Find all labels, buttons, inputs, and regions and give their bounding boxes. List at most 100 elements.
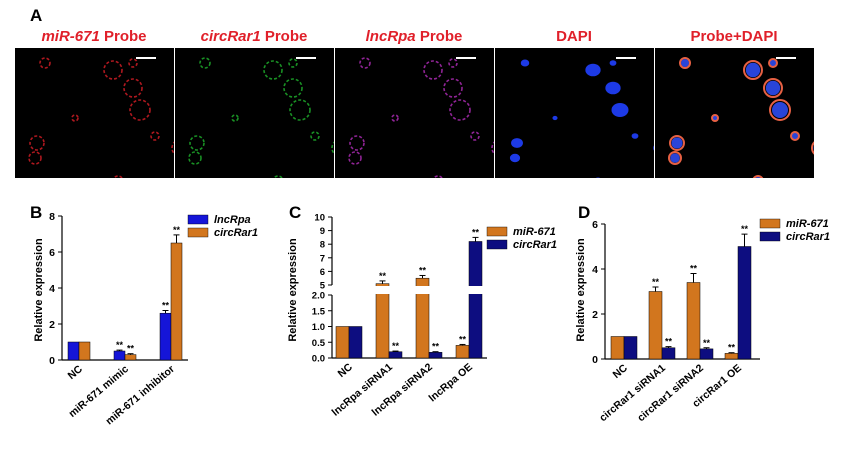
cell-1: [103, 60, 123, 80]
x-tick-label: NC: [611, 362, 631, 381]
cell-11: [609, 60, 617, 66]
bar-circRar1-1: [124, 354, 137, 361]
legend-swatch-circRar1: [486, 239, 508, 250]
bar-miR-671-1: [648, 291, 663, 360]
bar-circRar1-1: [388, 351, 403, 359]
significance-mark: **: [432, 342, 440, 352]
micrograph-title-3: lncRpa Probe: [365, 28, 463, 45]
y-axis-label: Relative expression: [33, 238, 45, 342]
y-tick-label: 6: [592, 219, 598, 231]
bar-miR-671-1: [375, 283, 390, 359]
cell-12: [231, 114, 239, 122]
bar-circRar1-2: [699, 348, 714, 360]
bar-circRar1-2: [170, 242, 183, 361]
significance-mark: **: [690, 264, 698, 274]
micrograph-5: [655, 48, 814, 178]
significance-mark: **: [472, 227, 480, 237]
cell-2: [605, 81, 621, 95]
significance-mark: **: [703, 338, 711, 348]
bar-circRar1-0: [623, 336, 638, 360]
bar-miR-671-2: [686, 282, 701, 360]
significance-mark: **: [741, 224, 749, 234]
y-axis-label: Relative expression: [287, 238, 299, 342]
y-tick-label: 6: [49, 247, 55, 259]
cell-1: [263, 60, 283, 80]
cell-2: [443, 78, 463, 98]
cell-3: [611, 103, 629, 117]
cell-5: [28, 151, 42, 165]
bar-circRar1-2: [428, 352, 443, 359]
cell-9: [631, 133, 639, 139]
cell-8: [679, 57, 691, 69]
y-tick-label: 9: [320, 226, 325, 237]
legend-label: lncRpa: [214, 214, 251, 226]
y-tick-label: 0.0: [312, 354, 325, 365]
significance-mark: **: [728, 343, 736, 353]
x-tick-label: circRar1 siRNA1: [597, 362, 668, 424]
cell-5: [348, 151, 362, 165]
panel-label-c: C: [289, 203, 302, 222]
axis-break-gap: [333, 286, 488, 294]
cell-10: [433, 175, 443, 178]
cell-5: [188, 151, 202, 165]
cell-4: [349, 135, 365, 151]
y-tick-label: 0: [49, 355, 55, 367]
scale-bar: [616, 57, 636, 59]
y-tick-label: 1.5: [312, 306, 326, 317]
bar-circRar1-1: [661, 347, 676, 360]
bar-miR-671-2: [415, 277, 430, 359]
y-axis-label: Relative expression: [575, 238, 587, 342]
legend-label: circRar1: [513, 239, 557, 251]
cell-1: [585, 63, 601, 77]
bar-miR-671-3: [455, 345, 470, 359]
cell-9: [310, 131, 320, 141]
cell-10: [595, 177, 601, 178]
legend-label: miR-671: [786, 218, 829, 230]
cell-10: [273, 175, 283, 178]
cell-9: [470, 131, 480, 141]
cell-1: [423, 60, 443, 80]
significance-mark: **: [116, 340, 124, 350]
cell-5: [668, 151, 682, 165]
cell-7: [171, 141, 174, 155]
micrograph-title-1: miR-671 Probe: [41, 28, 147, 45]
legend-swatch-miR-671: [486, 226, 508, 237]
bar-circRar1-3: [468, 241, 483, 359]
significance-mark: **: [127, 344, 135, 354]
y-tick-label: 4: [49, 283, 55, 295]
bar-lncRpa-2: [159, 312, 172, 361]
cell-7: [331, 141, 334, 155]
bar-lncRpa-1: [113, 350, 126, 361]
legend-swatch-circRar1: [187, 227, 209, 238]
cell-7: [653, 145, 654, 151]
cell-8: [199, 57, 211, 69]
cell-8: [39, 57, 51, 69]
micrograph-title-4: DAPI: [556, 28, 592, 45]
y-tick-label: 1.0: [312, 322, 325, 333]
scale-bar: [136, 57, 156, 59]
significance-mark: **: [419, 265, 427, 275]
y-tick-label: 8: [320, 240, 325, 251]
y-tick-label: 0: [592, 354, 598, 366]
legend-swatch-lncRpa: [187, 214, 209, 225]
legend-swatch-circRar1: [759, 231, 781, 242]
bar-circRar1-3: [737, 246, 752, 360]
cell-9: [150, 131, 160, 141]
micrograph-4: [495, 48, 654, 178]
legend-label: circRar1: [786, 231, 830, 243]
y-tick-label: 10: [314, 213, 325, 224]
bar-miR-671-3: [724, 353, 739, 360]
y-tick-label: 2: [592, 309, 598, 321]
y-tick-label: 8: [49, 211, 55, 223]
cell-11: [128, 58, 138, 68]
cell-10: [752, 175, 764, 178]
legend-label: circRar1: [214, 227, 258, 239]
significance-mark: **: [392, 341, 400, 351]
y-tick-label: 0.5: [312, 338, 326, 349]
micrograph-title-2: circRar1 Probe: [200, 28, 308, 45]
micrograph-1: [15, 48, 174, 178]
bar-circRar1-0: [78, 341, 91, 361]
panel-label-d: D: [578, 203, 591, 222]
x-tick-label: NC: [66, 363, 86, 382]
